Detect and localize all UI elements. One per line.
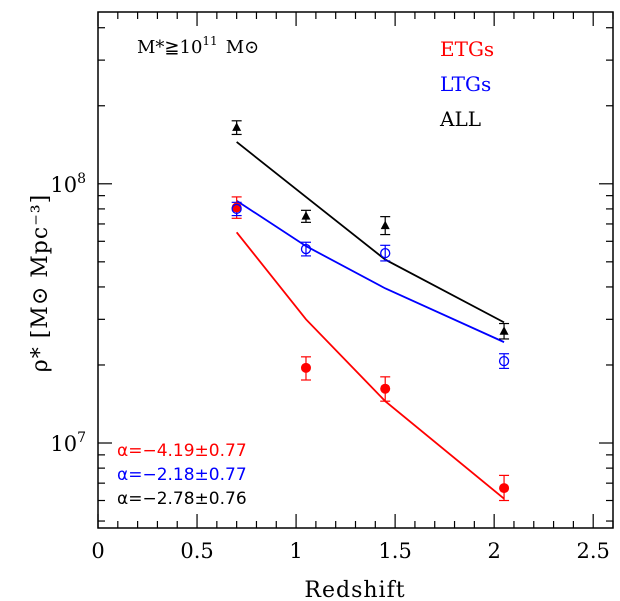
x-tick-label: 1 bbox=[289, 539, 302, 563]
y-tick-exponent: 8 bbox=[77, 171, 86, 187]
x-tick-label: 2 bbox=[487, 539, 500, 563]
fit-label-ltgs: α=−2.18±0.77 bbox=[117, 465, 247, 485]
fit-label-all: α=−2.78±0.76 bbox=[117, 489, 247, 509]
fit-line-ltgs bbox=[236, 200, 505, 343]
fit-line-etgs bbox=[235, 231, 505, 500]
mass-cut-annotation: M*≧1011 M⊙ bbox=[137, 34, 259, 58]
legend-entry-ltgs: LTGs bbox=[440, 72, 491, 96]
marker-ltgs bbox=[498, 355, 510, 367]
marker-ltgs bbox=[380, 248, 391, 259]
x-axis-title: Redshift bbox=[304, 578, 405, 601]
legend-entry-all: ALL bbox=[439, 107, 481, 131]
data-markers bbox=[231, 122, 510, 494]
y-tick-label: 107 bbox=[50, 430, 86, 456]
y-tick-base: 10 bbox=[50, 432, 77, 456]
mass-cut-rhs: M⊙ bbox=[226, 37, 260, 58]
marker-all bbox=[301, 211, 311, 220]
legend-entry-etgs: ETGs bbox=[440, 37, 494, 61]
mass-cut-exponent: 11 bbox=[202, 34, 217, 48]
x-tick-label: 0 bbox=[91, 539, 104, 563]
marker-all bbox=[499, 326, 509, 335]
legend: ETGs LTGs ALL bbox=[439, 37, 494, 131]
marker-all bbox=[232, 122, 242, 131]
marker-all bbox=[380, 220, 390, 230]
fit-slope-labels: α=−4.19±0.77 α=−2.18±0.77 α=−2.78±0.76 bbox=[117, 441, 247, 509]
y-axis-title: ρ* [M⊙ Mpc⁻³] bbox=[28, 194, 53, 372]
marker-etgs bbox=[499, 483, 510, 494]
fit-lines bbox=[235, 141, 505, 500]
x-tick-label: 1.5 bbox=[378, 539, 411, 563]
y-tick-exponent: 7 bbox=[77, 430, 86, 446]
x-tick-label: 0.5 bbox=[180, 539, 213, 563]
x-tick-label: 2.5 bbox=[576, 539, 609, 563]
marker-etgs bbox=[380, 383, 391, 394]
marker-ltgs bbox=[300, 243, 312, 255]
marker-ltgs bbox=[231, 203, 242, 215]
error-bars bbox=[231, 120, 510, 502]
marker-etgs bbox=[300, 362, 311, 373]
axis-ticks bbox=[97, 12, 614, 528]
y-tick-base: 10 bbox=[50, 173, 77, 197]
fit-line-all bbox=[236, 141, 505, 324]
y-tick-label: 108 bbox=[50, 171, 86, 197]
mass-cut-lhs: M*≧10 bbox=[137, 37, 202, 58]
fit-label-etgs: α=−4.19±0.77 bbox=[117, 441, 247, 461]
